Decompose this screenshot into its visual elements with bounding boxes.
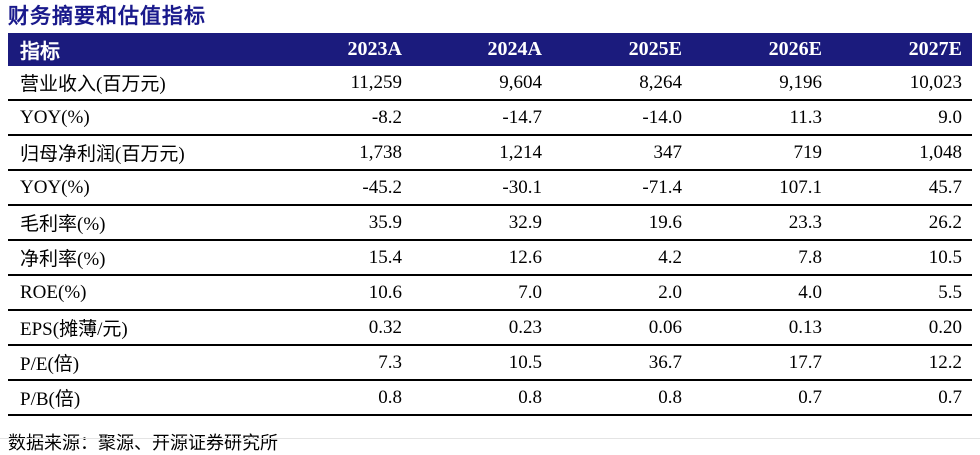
header-cell-2025e: 2025E [552,33,692,66]
row-value: -45.2 [272,170,412,206]
row-value: 1,214 [412,135,552,171]
row-value: 17.7 [692,345,832,381]
row-label: 毛利率(%) [8,205,272,241]
header-cell-2027e: 2027E [832,33,972,66]
row-value: 26.2 [832,205,972,241]
row-value: 32.9 [412,205,552,241]
row-value: 1,738 [272,135,412,171]
table-row: YOY(%) -45.2 -30.1 -71.4 107.1 45.7 [8,170,972,206]
row-value: 10.5 [412,345,552,381]
row-value: -14.0 [552,100,692,136]
row-value: 0.8 [412,380,552,416]
row-label: P/B(倍) [8,380,272,416]
financial-summary-table: 指标 2023A 2024A 2025E 2026E 2027E 营业收入(百万… [8,33,972,416]
row-value: 12.6 [412,240,552,276]
row-label: EPS(摊薄/元) [8,310,272,346]
row-value: 35.9 [272,205,412,241]
row-value: 10,023 [832,66,972,101]
data-source-note: 数据来源：聚源、开源证券研究所 [8,433,278,453]
row-value: 11.3 [692,100,832,136]
row-value: 107.1 [692,170,832,206]
row-value: -14.7 [412,100,552,136]
row-value: 7.8 [692,240,832,276]
header-cell-2023a: 2023A [272,33,412,66]
row-value: 9,196 [692,66,832,101]
row-value: 10.6 [272,275,412,311]
row-value: 2.0 [552,275,692,311]
row-value: 9,604 [412,66,552,101]
table-row: 归母净利润(百万元) 1,738 1,214 347 719 1,048 [8,135,972,171]
table-row: EPS(摊薄/元) 0.32 0.23 0.06 0.13 0.20 [8,310,972,346]
row-label: YOY(%) [8,170,272,206]
bottom-divider [0,438,980,439]
row-value: 0.8 [272,380,412,416]
row-value: 23.3 [692,205,832,241]
table-row: P/E(倍) 7.3 10.5 36.7 17.7 12.2 [8,345,972,381]
row-value: 19.6 [552,205,692,241]
row-value: 7.3 [272,345,412,381]
row-value: 9.0 [832,100,972,136]
row-value: 0.23 [412,310,552,346]
row-label: 净利率(%) [8,240,272,276]
table-row: 净利率(%) 15.4 12.6 4.2 7.8 10.5 [8,240,972,276]
row-value: 10.5 [832,240,972,276]
row-label: P/E(倍) [8,345,272,381]
row-value: 347 [552,135,692,171]
row-value: 4.2 [552,240,692,276]
row-value: 0.13 [692,310,832,346]
section-title: 财务摘要和估值指标 [8,4,206,28]
header-cell-2024a: 2024A [412,33,552,66]
row-value: 12.2 [832,345,972,381]
table-row: ROE(%) 10.6 7.0 2.0 4.0 5.5 [8,275,972,311]
table-row: 毛利率(%) 35.9 32.9 19.6 23.3 26.2 [8,205,972,241]
row-value: -30.1 [412,170,552,206]
row-value: 0.06 [552,310,692,346]
row-value: 7.0 [412,275,552,311]
row-label: 归母净利润(百万元) [8,135,272,171]
row-value: 45.7 [832,170,972,206]
row-label: YOY(%) [8,100,272,136]
row-value: 0.32 [272,310,412,346]
table-header-row: 指标 2023A 2024A 2025E 2026E 2027E [8,33,972,66]
row-label: ROE(%) [8,275,272,311]
table-row: 营业收入(百万元) 11,259 9,604 8,264 9,196 10,023 [8,66,972,101]
row-value: -8.2 [272,100,412,136]
table-row: YOY(%) -8.2 -14.7 -14.0 11.3 9.0 [8,100,972,136]
row-value: 11,259 [272,66,412,101]
row-value: 719 [692,135,832,171]
table-row: P/B(倍) 0.8 0.8 0.8 0.7 0.7 [8,380,972,416]
row-value: 8,264 [552,66,692,101]
row-value: -71.4 [552,170,692,206]
header-cell-2026e: 2026E [692,33,832,66]
row-value: 4.0 [692,275,832,311]
row-value: 0.7 [692,380,832,416]
header-cell-indicator: 指标 [8,33,272,66]
row-value: 1,048 [832,135,972,171]
row-value: 0.7 [832,380,972,416]
row-label: 营业收入(百万元) [8,66,272,101]
row-value: 0.20 [832,310,972,346]
row-value: 36.7 [552,345,692,381]
row-value: 15.4 [272,240,412,276]
row-value: 0.8 [552,380,692,416]
row-value: 5.5 [832,275,972,311]
